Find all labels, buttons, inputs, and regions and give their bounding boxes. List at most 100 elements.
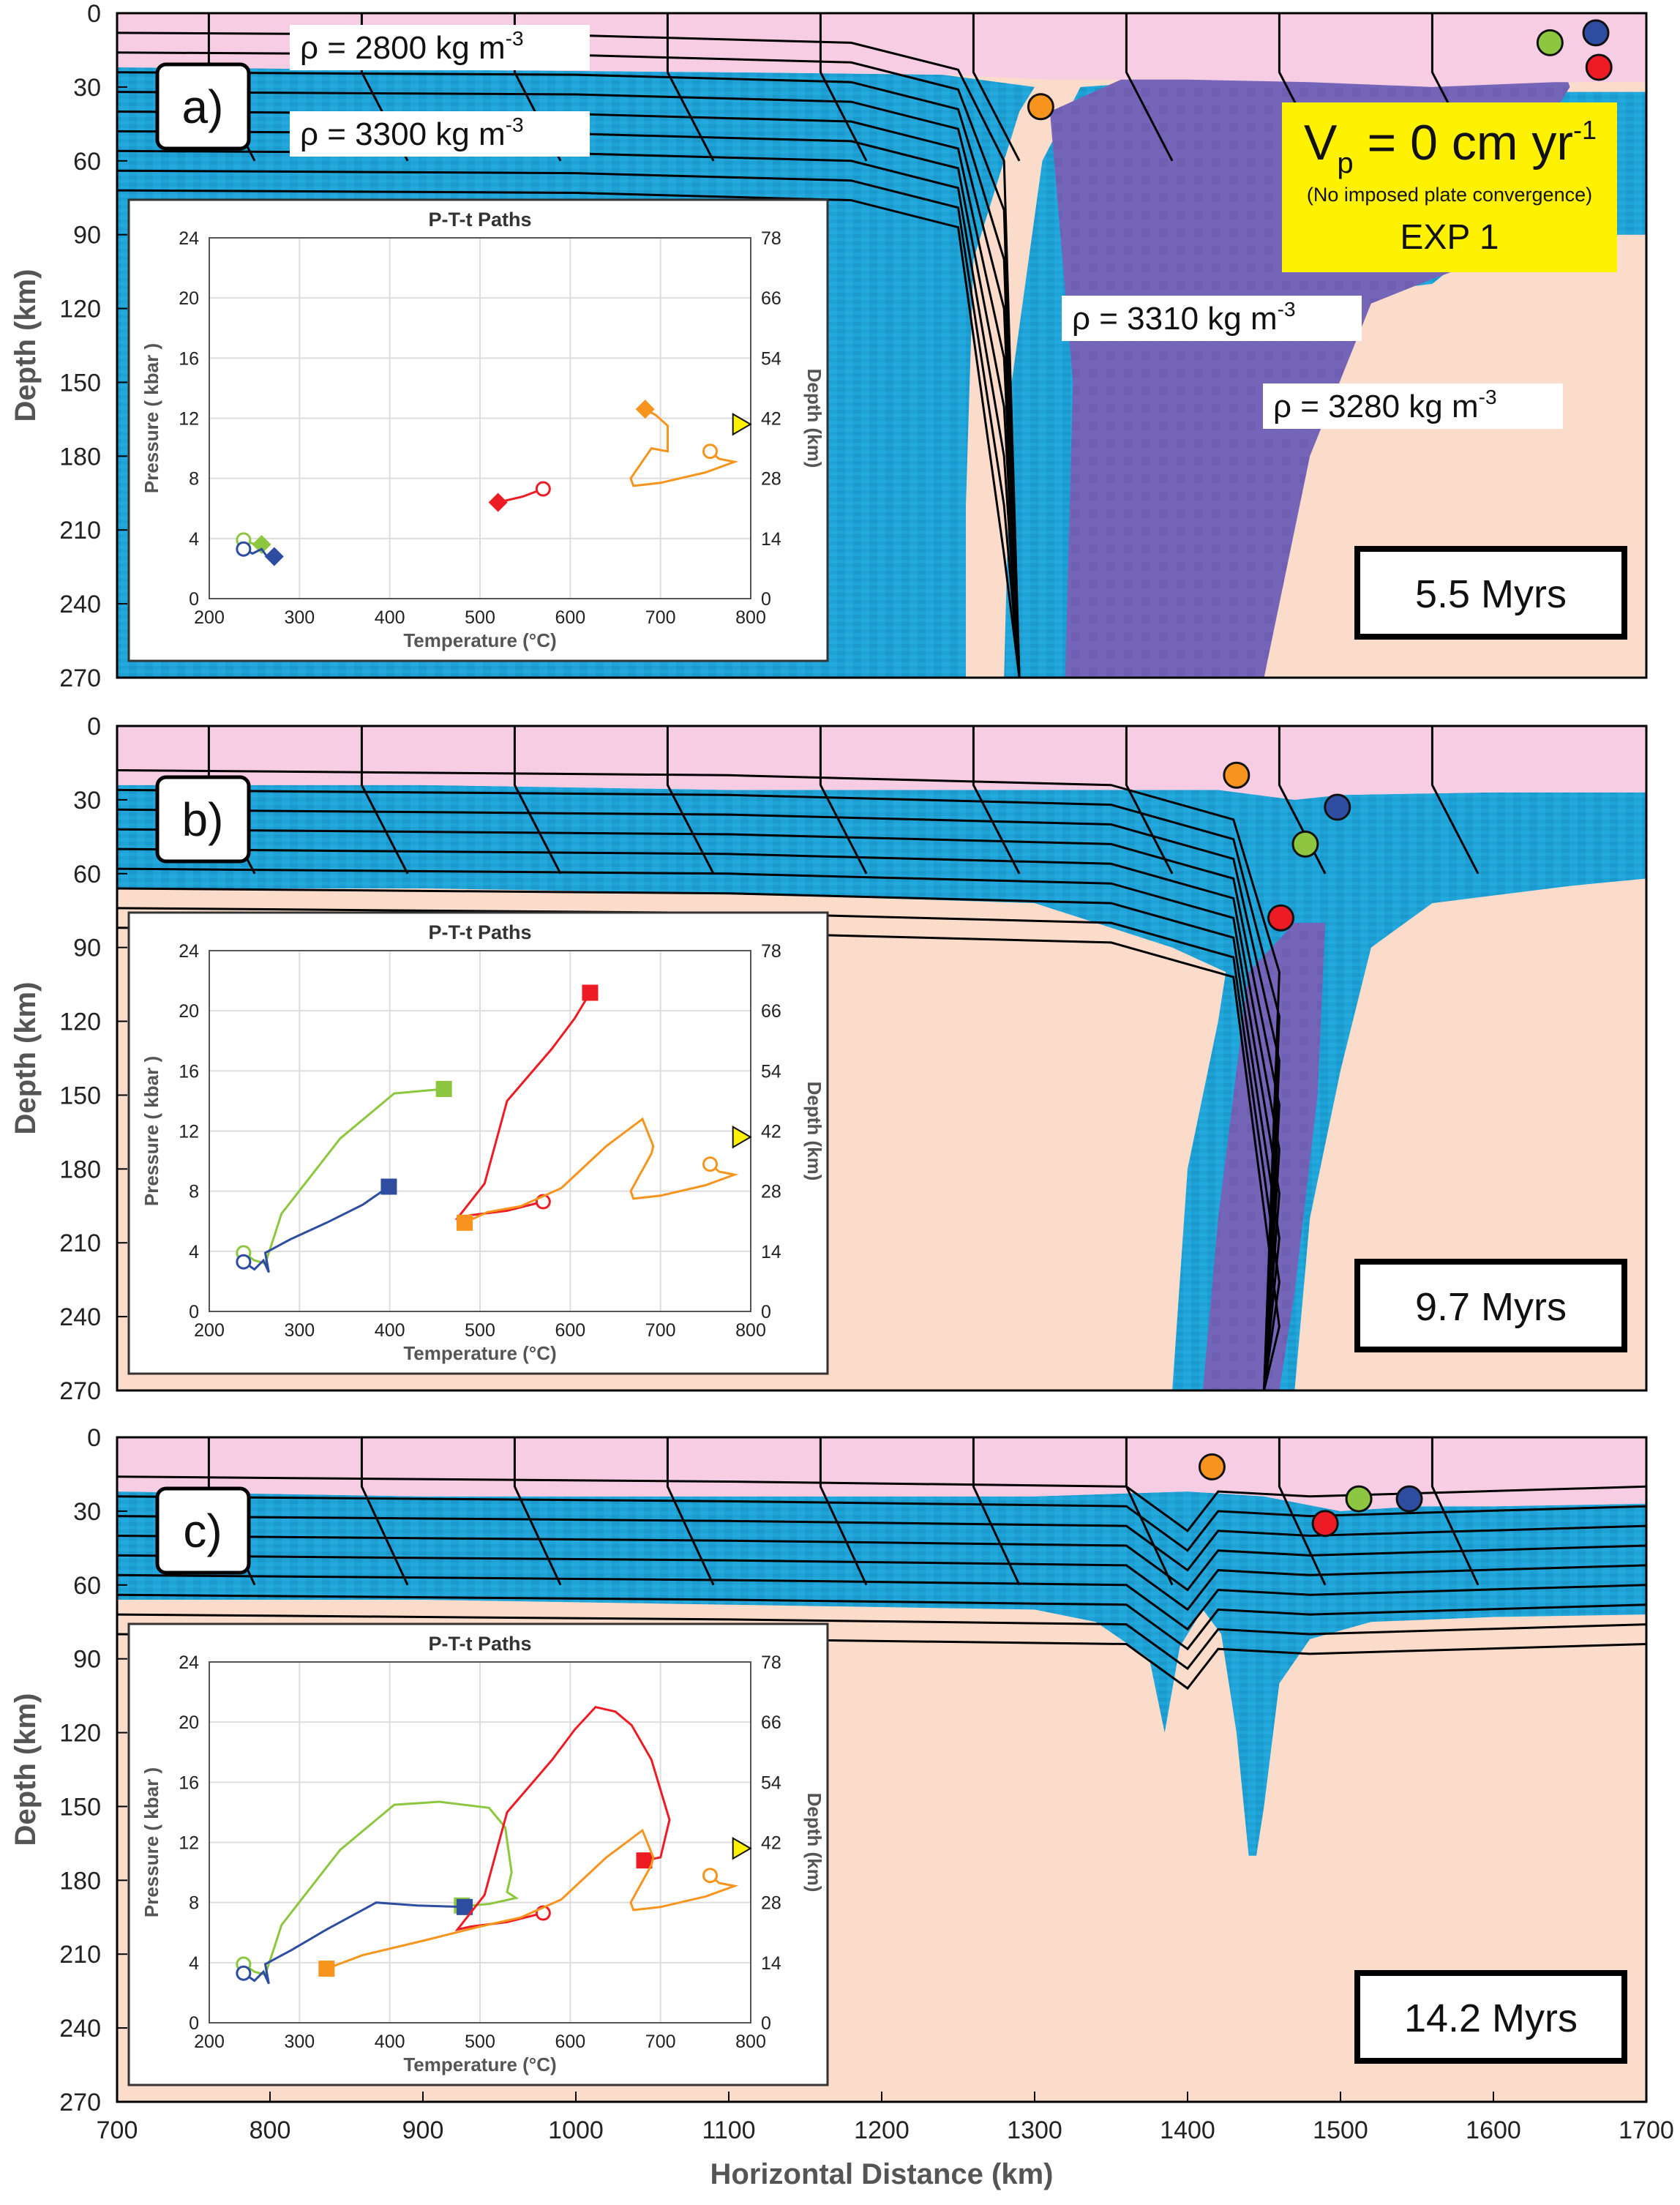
marker-green xyxy=(1536,29,1564,56)
inset-y-tick: 24 xyxy=(179,1652,199,1673)
y-tick-label: 120 xyxy=(59,296,101,323)
inset-axes xyxy=(209,950,751,1312)
y-tick-label: 180 xyxy=(59,1867,101,1895)
inset-y2-tick: 78 xyxy=(761,941,781,962)
inset-y2-tick: 14 xyxy=(761,1242,781,1262)
path-end-blue xyxy=(380,1178,397,1195)
slab xyxy=(1202,923,1326,1390)
y-tick-label: 90 xyxy=(73,935,101,962)
inset-y-tick: 16 xyxy=(179,1061,199,1082)
streamline xyxy=(116,828,1280,1391)
inset-frame xyxy=(127,1622,829,2086)
x-tick-label: 1700 xyxy=(1619,2116,1674,2144)
y-tick-label: 0 xyxy=(87,0,101,28)
inset-axes xyxy=(209,1661,751,2024)
inset-x-tick: 400 xyxy=(375,2032,405,2052)
y-tick-label: 180 xyxy=(59,443,101,471)
marker-blue xyxy=(1395,1485,1423,1513)
streamline xyxy=(116,1535,1647,1592)
inset-y2-tick: 28 xyxy=(761,469,781,490)
inset-x-tick: 300 xyxy=(284,2032,315,2052)
inset-a: 200 300 400 500 600 700 8000481216202401428425… xyxy=(127,198,829,662)
y-tick-label: 150 xyxy=(59,369,101,397)
marker-red xyxy=(1585,53,1613,81)
tracer-line xyxy=(972,726,1021,875)
x-tick-label: 1100 xyxy=(702,2116,755,2144)
streamline xyxy=(116,847,1280,1391)
path-blue xyxy=(243,1901,465,1985)
inset-y2-label: Depth (km) xyxy=(803,1082,825,1181)
inset-y-tick: 0 xyxy=(189,2013,199,2034)
y-tick-label: 30 xyxy=(73,74,101,102)
density-label-bg xyxy=(1263,383,1563,429)
y-tick-label: 30 xyxy=(73,787,101,815)
inset-y-tick: 16 xyxy=(179,348,199,369)
y-tick-label: 240 xyxy=(59,2015,101,2043)
marker-orange xyxy=(1027,93,1054,121)
inset-y-tick: 0 xyxy=(189,1302,199,1322)
path-green xyxy=(243,1087,444,1265)
path-orange xyxy=(629,408,739,487)
experiment-label: EXP 1 xyxy=(1400,218,1499,257)
inset-x-label: Temperature (°C) xyxy=(403,629,556,651)
inset-x-tick: 500 xyxy=(465,1320,495,1341)
path-blue xyxy=(243,1186,390,1273)
inset-y-tick: 4 xyxy=(189,1953,199,1974)
inset-x-tick: 300 xyxy=(284,607,315,628)
y-tick-label: 210 xyxy=(59,517,101,544)
inset-y2-tick: 14 xyxy=(761,1953,781,1974)
tracer-line xyxy=(819,13,868,162)
panel-label-box xyxy=(155,1486,251,1575)
y-tick-label: 60 xyxy=(73,1572,101,1600)
inset-b: 200 300 400 500 600 700 8000481216202401428425… xyxy=(127,911,829,1375)
path-end-red xyxy=(582,984,599,1001)
density-label-lithosphere: ρ = 3300 kg m-3 xyxy=(300,113,524,152)
path-start-orange xyxy=(702,1156,718,1172)
marker-blue xyxy=(1324,793,1351,821)
inset-y-tick: 8 xyxy=(189,1893,199,1914)
inset-frame xyxy=(127,198,829,662)
tracer-line xyxy=(360,726,409,875)
upper-crust xyxy=(117,726,1646,800)
time-label-box xyxy=(1354,1970,1627,2064)
inset-title: P-T-t Paths xyxy=(428,1633,531,1655)
inset-y-label: Pressure ( kbar ) xyxy=(140,1767,162,1917)
y-tick-label: 60 xyxy=(73,861,101,888)
density-label-mantle: ρ = 3280 kg m-3 xyxy=(1273,386,1497,424)
inset-y2-tick: 28 xyxy=(761,1893,781,1914)
tracer-line xyxy=(513,1437,562,1586)
y-tick-label: 150 xyxy=(59,1082,101,1109)
y-tick-label: 30 xyxy=(73,1498,101,1526)
marker-blue xyxy=(1582,19,1610,47)
x-tick-label: 1200 xyxy=(854,2116,910,2144)
inset-y2-tick: 66 xyxy=(761,1001,781,1022)
path-end-blue xyxy=(264,547,284,566)
y-axis-label: Depth (km) xyxy=(10,269,42,422)
path-start-orange xyxy=(702,443,718,460)
x-axis-layer: 700 800 900 1000 1100 1200 1300 1400 1500 1600 170… xyxy=(97,2092,1674,2190)
x-tick-label: 1300 xyxy=(1007,2116,1062,2144)
marker-red xyxy=(1311,1510,1339,1538)
inset-y2-tick: 78 xyxy=(761,1652,781,1673)
inset-x-tick: 600 xyxy=(555,2032,585,2052)
tracer-line xyxy=(1125,1437,1174,1586)
path-red xyxy=(454,992,591,1220)
streamline xyxy=(116,71,1021,678)
path-end-orange xyxy=(318,1961,335,1977)
path-orange xyxy=(464,1117,739,1224)
inset-x-tick: 500 xyxy=(465,2032,495,2052)
inset-y-tick: 8 xyxy=(189,1182,199,1202)
inset-y2-tick: 54 xyxy=(761,1772,781,1793)
x-tick-label: 1600 xyxy=(1466,2116,1521,2144)
panel-label: c) xyxy=(183,1505,222,1557)
tracer-line xyxy=(360,1437,409,1586)
streamline xyxy=(116,808,1280,1391)
inset-y-tick: 20 xyxy=(179,1001,199,1022)
marker-orange xyxy=(1223,761,1250,789)
streamline xyxy=(116,1613,1647,1671)
x-tick-label: 1500 xyxy=(1313,2116,1368,2144)
x-tick-label: 900 xyxy=(402,2116,444,2144)
marker-orange xyxy=(1198,1453,1226,1480)
